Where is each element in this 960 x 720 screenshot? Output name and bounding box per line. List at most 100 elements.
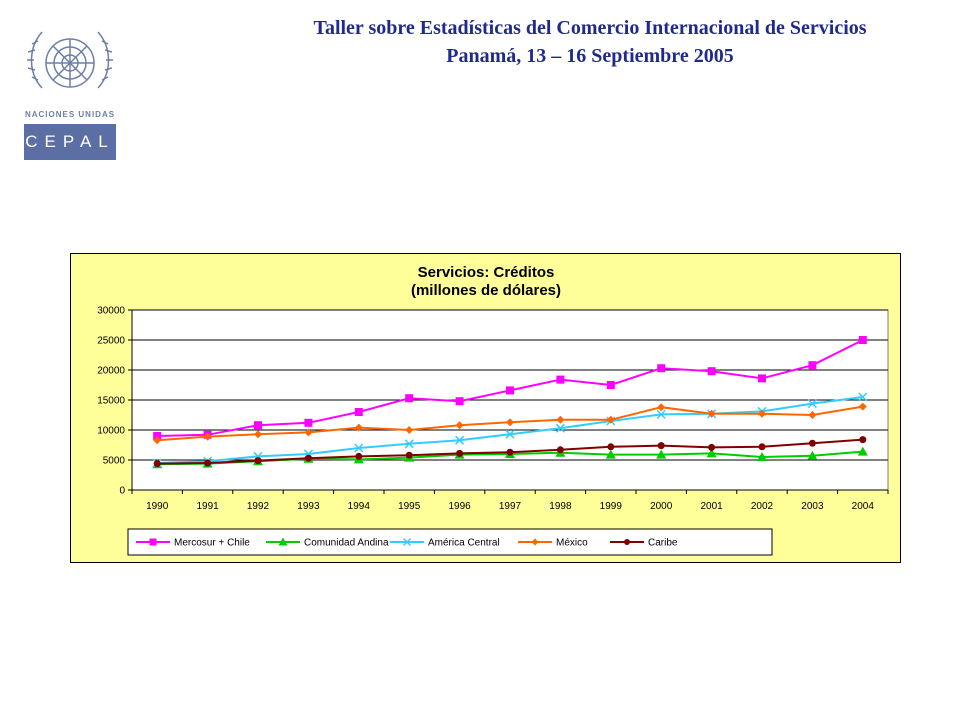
header-line-2: Panamá, 13 – 16 Septiembre 2005 — [446, 45, 734, 67]
data-point — [405, 451, 413, 459]
slide-header: Taller sobre Estadísticas del Comercio I… — [230, 14, 950, 70]
data-point — [807, 450, 818, 460]
data-point — [605, 449, 616, 459]
data-point — [706, 448, 717, 458]
data-point-stroke — [404, 439, 414, 449]
legend-item: América Central — [390, 538, 500, 549]
data-point — [858, 392, 868, 402]
data-point — [455, 397, 464, 406]
legend-label: Caribe — [648, 538, 678, 549]
data-point — [354, 443, 364, 453]
data-point — [656, 449, 667, 459]
data-point-stroke — [354, 443, 364, 453]
data-point — [203, 432, 212, 441]
data-point-stroke — [402, 537, 412, 547]
series-group — [152, 336, 868, 469]
legend-label: México — [556, 538, 588, 549]
y-tick-label: 30000 — [97, 306, 125, 317]
y-tick-label: 20000 — [97, 366, 125, 377]
data-point — [402, 537, 412, 547]
data-point — [657, 364, 666, 373]
cepal-logo: NACIONES UNIDAS CEPAL — [20, 18, 120, 160]
x-tick-label: 1990 — [146, 501, 169, 512]
data-point — [624, 539, 630, 545]
data-point — [456, 449, 464, 457]
data-point — [354, 423, 363, 432]
x-tick-label: 1999 — [600, 501, 623, 512]
y-tick-label: 5000 — [103, 456, 126, 467]
data-point — [656, 409, 666, 419]
data-point-stroke — [858, 392, 868, 402]
data-point — [506, 418, 514, 427]
un-emblem-icon — [27, 31, 113, 89]
x-tick-label: 1998 — [549, 501, 572, 512]
x-tick-label: 1997 — [499, 501, 522, 512]
data-point — [657, 403, 666, 412]
data-point — [807, 399, 817, 409]
legend-label: Mercosur + Chile — [174, 538, 250, 549]
data-point — [354, 408, 363, 416]
data-point — [808, 411, 817, 419]
cepal-acronym: CEPAL — [24, 124, 116, 160]
data-point — [707, 409, 716, 418]
data-point — [506, 386, 514, 395]
data-point-stroke — [807, 399, 817, 409]
legend-label: América Central — [428, 538, 500, 549]
legend-item: Caribe — [610, 538, 678, 549]
data-point — [758, 443, 766, 451]
data-point — [808, 361, 817, 370]
data-point — [758, 409, 766, 418]
y-tick-label: 0 — [119, 486, 125, 497]
data-point-stroke — [455, 435, 465, 445]
x-tick-label: 1995 — [398, 501, 421, 512]
y-tick-label: 25000 — [97, 336, 125, 347]
org-name: NACIONES UNIDAS — [24, 110, 116, 119]
legend: Mercosur + Chile Comunidad Andina América … — [136, 537, 678, 549]
header-line-1: Taller sobre Estadísticas del Comercio I… — [313, 17, 867, 39]
x-tick-label: 1996 — [448, 501, 471, 512]
x-tick-label: 1992 — [247, 501, 270, 512]
data-point — [858, 402, 867, 411]
data-point — [556, 446, 564, 454]
data-point — [657, 442, 665, 450]
data-point — [405, 394, 414, 403]
line-chart: Servicios: Créditos (millones de dólares… — [70, 253, 901, 563]
legend-item: Mercosur + Chile — [136, 538, 250, 549]
data-point — [304, 418, 313, 427]
data-point — [455, 421, 464, 430]
legend-item: México — [518, 538, 588, 549]
data-point — [149, 538, 157, 546]
series — [153, 436, 867, 468]
data-point — [355, 452, 363, 460]
legend-item: Comunidad Andina — [266, 537, 389, 549]
data-point — [304, 428, 313, 437]
data-point — [808, 439, 816, 447]
data-point — [859, 436, 867, 444]
legend-box — [127, 528, 773, 556]
data-point — [758, 374, 766, 383]
data-point — [153, 460, 161, 468]
data-point — [254, 421, 262, 430]
chart-title-line-1: Servicios: Créditos — [418, 264, 555, 281]
data-point — [531, 538, 539, 546]
data-point — [606, 415, 615, 424]
data-point — [404, 439, 414, 449]
x-tick-label: 2004 — [852, 501, 875, 512]
data-point — [708, 443, 716, 451]
data-point — [505, 429, 515, 439]
data-point — [405, 426, 414, 434]
x-tick-label: 1993 — [297, 501, 320, 512]
data-point — [254, 430, 262, 439]
data-point — [858, 336, 867, 344]
series — [153, 402, 867, 445]
data-point — [153, 436, 162, 445]
data-point-stroke — [555, 423, 565, 433]
x-axis: 1990 1991 1992 1993 1994 1995 1996 1997 1998 1999… — [131, 489, 889, 512]
x-tick-label: 2002 — [751, 501, 774, 512]
data-point — [556, 415, 565, 424]
legend-label: Comunidad Andina — [304, 538, 389, 549]
data-point — [204, 459, 212, 467]
chart-container: Servicios: Créditos (millones de dólares… — [70, 253, 901, 563]
data-point — [857, 446, 868, 456]
data-point-stroke — [505, 429, 515, 439]
